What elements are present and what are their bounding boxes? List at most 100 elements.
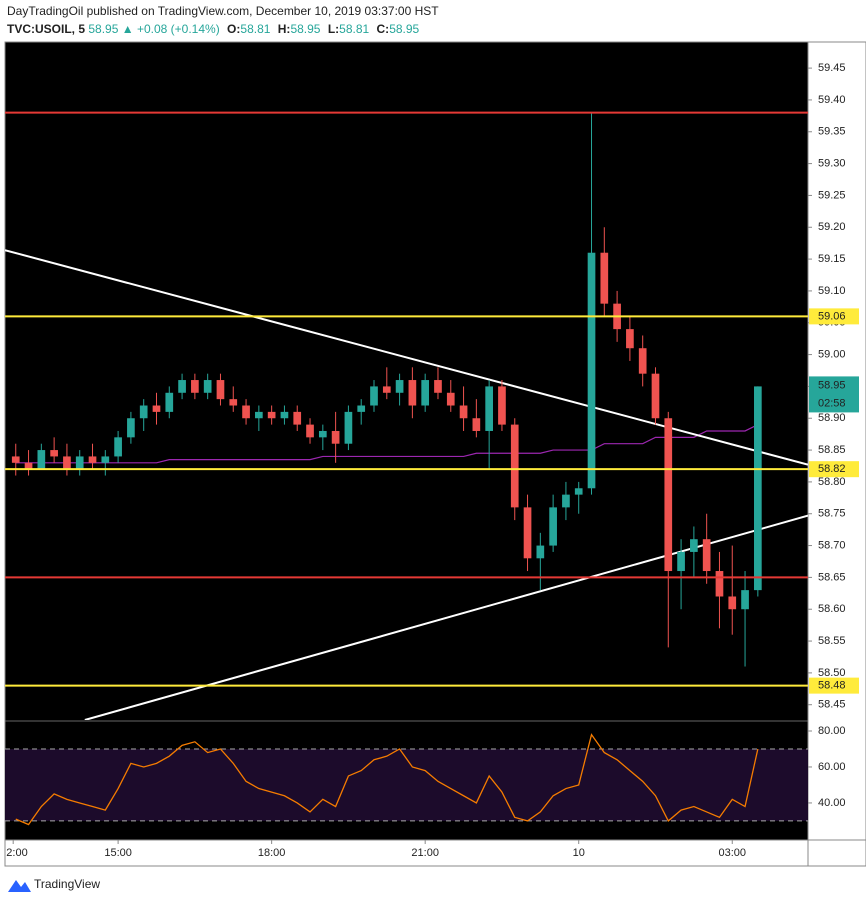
- footer-brand: TradingView: [34, 877, 100, 891]
- ohlc-value: 58.95: [290, 22, 320, 36]
- candle-body: [50, 450, 58, 457]
- y-tick-label: 58.90: [818, 412, 846, 424]
- last-price: 58.95: [88, 22, 118, 36]
- candle-body: [523, 507, 532, 559]
- y-tick-label: 58.70: [818, 539, 846, 551]
- rsi-line: [15, 733, 759, 826]
- candle-body: [510, 424, 519, 508]
- y-tick-label: 58.75: [818, 508, 846, 520]
- candle-body: [280, 411, 289, 419]
- y-tick-label: 59.25: [818, 189, 846, 201]
- candle-body: [24, 462, 33, 470]
- y-tick-label: 59.30: [818, 158, 846, 170]
- candle-body: [549, 507, 557, 546]
- candle-body: [638, 348, 647, 374]
- candle-body: [421, 380, 430, 406]
- y-tick-label: 59.15: [818, 253, 846, 265]
- ohlc-value: 58.81: [240, 22, 270, 36]
- candle-body: [344, 411, 353, 444]
- price-label-box: [809, 308, 859, 325]
- candle-body: [459, 405, 468, 419]
- candle-body: [306, 424, 314, 438]
- ohlc-label: H:: [278, 22, 291, 36]
- trendline: [5, 249, 808, 466]
- x-tick-label: 21:00: [411, 847, 439, 859]
- candle-body: [702, 539, 711, 572]
- last-price-label: 58.95: [818, 379, 846, 391]
- candle-body: [677, 551, 685, 572]
- candle-body: [408, 380, 417, 406]
- moving-average: [15, 424, 759, 464]
- price-label: 58.48: [818, 680, 846, 692]
- y-tick-label: 58.80: [818, 476, 846, 488]
- symbol: TVC:USOIL, 5: [7, 22, 85, 36]
- change-arrow: ▲: [122, 22, 134, 36]
- candle-body: [536, 545, 545, 559]
- x-tick-label: 18:00: [258, 847, 286, 859]
- ohlc-value: 58.95: [389, 22, 419, 36]
- candle-body: [178, 380, 186, 393]
- rsi-tick-label: 80.00: [818, 725, 846, 737]
- change: +0.08 (+0.14%): [137, 22, 220, 36]
- candle-body: [587, 252, 596, 489]
- candle-body: [88, 456, 97, 463]
- x-tick-label: 03:00: [718, 847, 746, 859]
- candle-body: [382, 386, 391, 393]
- candle-body: [741, 590, 749, 610]
- candle-body: [165, 392, 174, 412]
- candle-body: [600, 252, 609, 304]
- candle-body: [446, 392, 455, 406]
- y-tick-label: 59.35: [818, 126, 846, 138]
- candle-body: [331, 430, 340, 444]
- candle-body: [472, 418, 481, 431]
- candle-body: [63, 456, 71, 470]
- candle-body: [728, 596, 737, 610]
- y-tick-label: 59.00: [818, 348, 846, 360]
- candle-body: [395, 380, 404, 393]
- x-tick-label: 2:00: [6, 847, 27, 859]
- x-tick-label: 15:00: [104, 847, 132, 859]
- price-pane: [5, 112, 808, 720]
- candle-body: [293, 411, 302, 425]
- candle-body: [11, 456, 20, 463]
- price-label-box: [809, 677, 859, 694]
- candle-body: [498, 386, 506, 425]
- y-tick-label: 58.60: [818, 603, 846, 615]
- candle-body: [434, 380, 442, 393]
- candle-body: [37, 450, 46, 470]
- rsi-tick-label: 40.00: [818, 797, 846, 809]
- logo-icon: [8, 880, 31, 892]
- y-tick-label: 59.40: [818, 94, 846, 106]
- candle-body: [690, 539, 698, 552]
- plot-background: [5, 42, 808, 840]
- y-tick-label: 59.45: [818, 62, 846, 74]
- candle-body: [754, 386, 762, 591]
- y-tick-label: 59.10: [818, 285, 846, 297]
- y-tick-label: 58.85: [818, 444, 846, 456]
- candle-body: [114, 437, 122, 457]
- y-tick-label: 59.20: [818, 221, 846, 233]
- price-scale: [808, 42, 866, 866]
- y-tick-label: 58.45: [818, 699, 846, 711]
- candle-body: [203, 380, 212, 393]
- candle-body: [101, 456, 110, 463]
- candle-body: [485, 386, 493, 431]
- candle-body: [267, 411, 276, 419]
- x-tick-label: 10: [573, 847, 585, 859]
- candle-body: [357, 405, 366, 412]
- price-label: 58.82: [818, 463, 846, 475]
- candle-body: [318, 430, 327, 438]
- y-tick-label: 58.65: [818, 571, 846, 583]
- rsi-band: [5, 748, 808, 821]
- candle-body: [562, 494, 570, 508]
- rsi-pane: [5, 733, 808, 826]
- candle-body: [191, 380, 199, 393]
- price-label-box: [809, 461, 859, 478]
- time-scale: [5, 840, 808, 866]
- countdown: 02:58: [818, 397, 846, 409]
- candle-body: [216, 380, 225, 400]
- candle-body: [664, 418, 673, 572]
- y-tick-label: 58.55: [818, 635, 846, 647]
- candle-body: [715, 571, 724, 597]
